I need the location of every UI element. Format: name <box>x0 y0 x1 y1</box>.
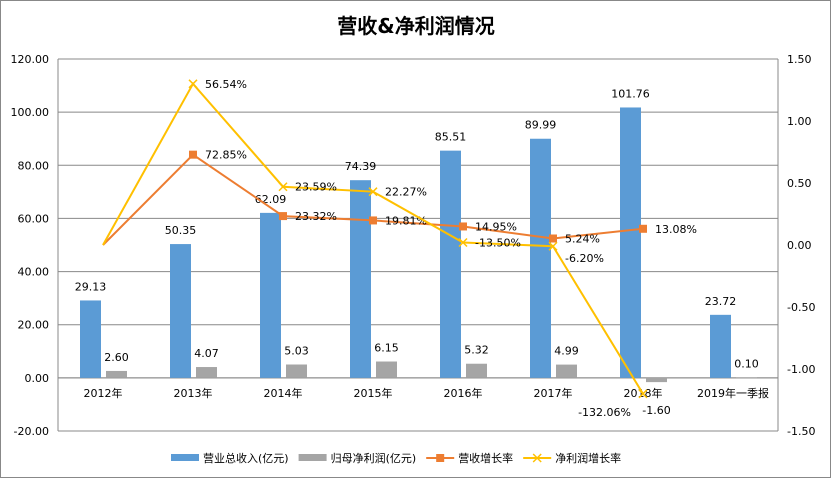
line-marker <box>279 212 287 221</box>
legend-label: 营业总收入(亿元) <box>203 451 289 465</box>
left-tick-label: 20.00 <box>18 319 50 332</box>
bar-data-label: 6.15 <box>374 342 399 355</box>
bar-data-label: 4.99 <box>554 345 579 358</box>
bar-revenue <box>440 150 461 378</box>
bar-data-label: 74.39 <box>345 160 377 173</box>
left-tick-label: 40.00 <box>18 266 50 279</box>
line-data-label: 72.85% <box>205 149 247 162</box>
bar-net-profit <box>196 367 217 378</box>
line-data-label: -13.50% <box>475 237 521 250</box>
category-label: 2012年 <box>84 386 123 400</box>
line-data-label: 22.27% <box>385 186 427 199</box>
line-marker <box>459 222 467 231</box>
line-marker <box>638 389 648 399</box>
line-marker <box>369 216 377 225</box>
legend-marker <box>436 454 445 462</box>
line-marker <box>188 79 198 89</box>
bar-data-label: 5.03 <box>284 344 309 357</box>
bar-data-label: 0.10 <box>734 358 759 371</box>
line-data-label: 5.24% <box>565 233 600 246</box>
bar-data-label: 2.60 <box>104 351 129 364</box>
category-label: 2014年 <box>264 386 303 400</box>
bar-data-label: 101.76 <box>611 87 650 100</box>
line-data-label: -6.20% <box>565 252 604 265</box>
bar-data-label: 50.35 <box>165 224 197 237</box>
bar-data-label: 89.99 <box>525 119 557 132</box>
line-data-label: 13.08% <box>655 223 697 236</box>
bar-net-profit <box>106 370 127 378</box>
line-marker <box>368 187 378 197</box>
left-tick-label: 0.00 <box>25 372 50 385</box>
bar-revenue <box>710 314 731 378</box>
line-data-label: 14.95% <box>475 220 517 233</box>
right-tick-label: 0.50 <box>787 177 812 190</box>
legend-marker <box>532 453 542 463</box>
bar-data-label: 4.07 <box>194 347 219 360</box>
left-tick-label: -20.00 <box>14 425 49 438</box>
right-tick-label: -1.50 <box>787 425 815 438</box>
bar-data-label: 85.51 <box>435 131 467 144</box>
bar-net-profit <box>376 361 397 378</box>
right-tick-label: 0.00 <box>787 239 812 252</box>
line-marker <box>548 241 558 251</box>
category-label: 2015年 <box>354 386 393 400</box>
bar-revenue <box>260 212 281 378</box>
bar-revenue <box>80 300 101 378</box>
bar-revenue <box>620 107 641 378</box>
bar-revenue <box>530 138 551 378</box>
right-tick-label: 1.00 <box>787 115 812 128</box>
line-data-label: -132.06% <box>578 406 631 419</box>
bar-revenue <box>170 244 191 378</box>
left-tick-label: 60.00 <box>18 212 50 225</box>
left-tick-label: 100.00 <box>11 106 50 119</box>
legend-label: 归母净利润(亿元) <box>331 451 417 465</box>
category-label: 2017年 <box>534 386 573 400</box>
left-tick-label: 80.00 <box>18 159 50 172</box>
category-label: 2019年一季报 <box>697 386 769 400</box>
bar-revenue <box>350 180 371 378</box>
right-tick-label: -1.00 <box>787 363 815 376</box>
line-data-label: 23.32% <box>295 210 337 223</box>
bar-data-label: 23.72 <box>705 295 737 308</box>
bar-data-label: 29.13 <box>75 280 107 293</box>
category-label: 2016年 <box>444 386 483 400</box>
line-marker <box>189 150 197 159</box>
line-data-label: 19.81% <box>385 214 427 227</box>
bar-net-profit <box>466 363 487 378</box>
line-marker <box>278 182 288 192</box>
line-marker <box>549 234 557 243</box>
legend-swatch <box>171 454 199 461</box>
bar-data-label: -1.60 <box>642 404 670 417</box>
bar-data-label: 5.32 <box>464 344 489 357</box>
right-tick-label: 1.50 <box>787 53 812 66</box>
legend-label: 营收增长率 <box>458 451 513 465</box>
line-data-label: 56.54% <box>205 78 247 91</box>
bar-net-profit <box>646 377 667 383</box>
bar-net-profit <box>286 364 307 378</box>
line-marker <box>639 224 647 233</box>
category-label: 2013年 <box>174 386 213 400</box>
legend-swatch <box>298 454 327 461</box>
bar-net-profit <box>556 364 577 378</box>
left-tick-label: 120.00 <box>11 53 50 66</box>
legend-label: 净利润增长率 <box>555 451 621 465</box>
line-data-label: 23.59% <box>295 181 337 194</box>
line-marker <box>458 237 468 248</box>
right-tick-label: -0.50 <box>787 301 815 314</box>
bar-net-profit <box>736 377 757 379</box>
chart-title: 营收&净利润情况 <box>337 14 494 38</box>
